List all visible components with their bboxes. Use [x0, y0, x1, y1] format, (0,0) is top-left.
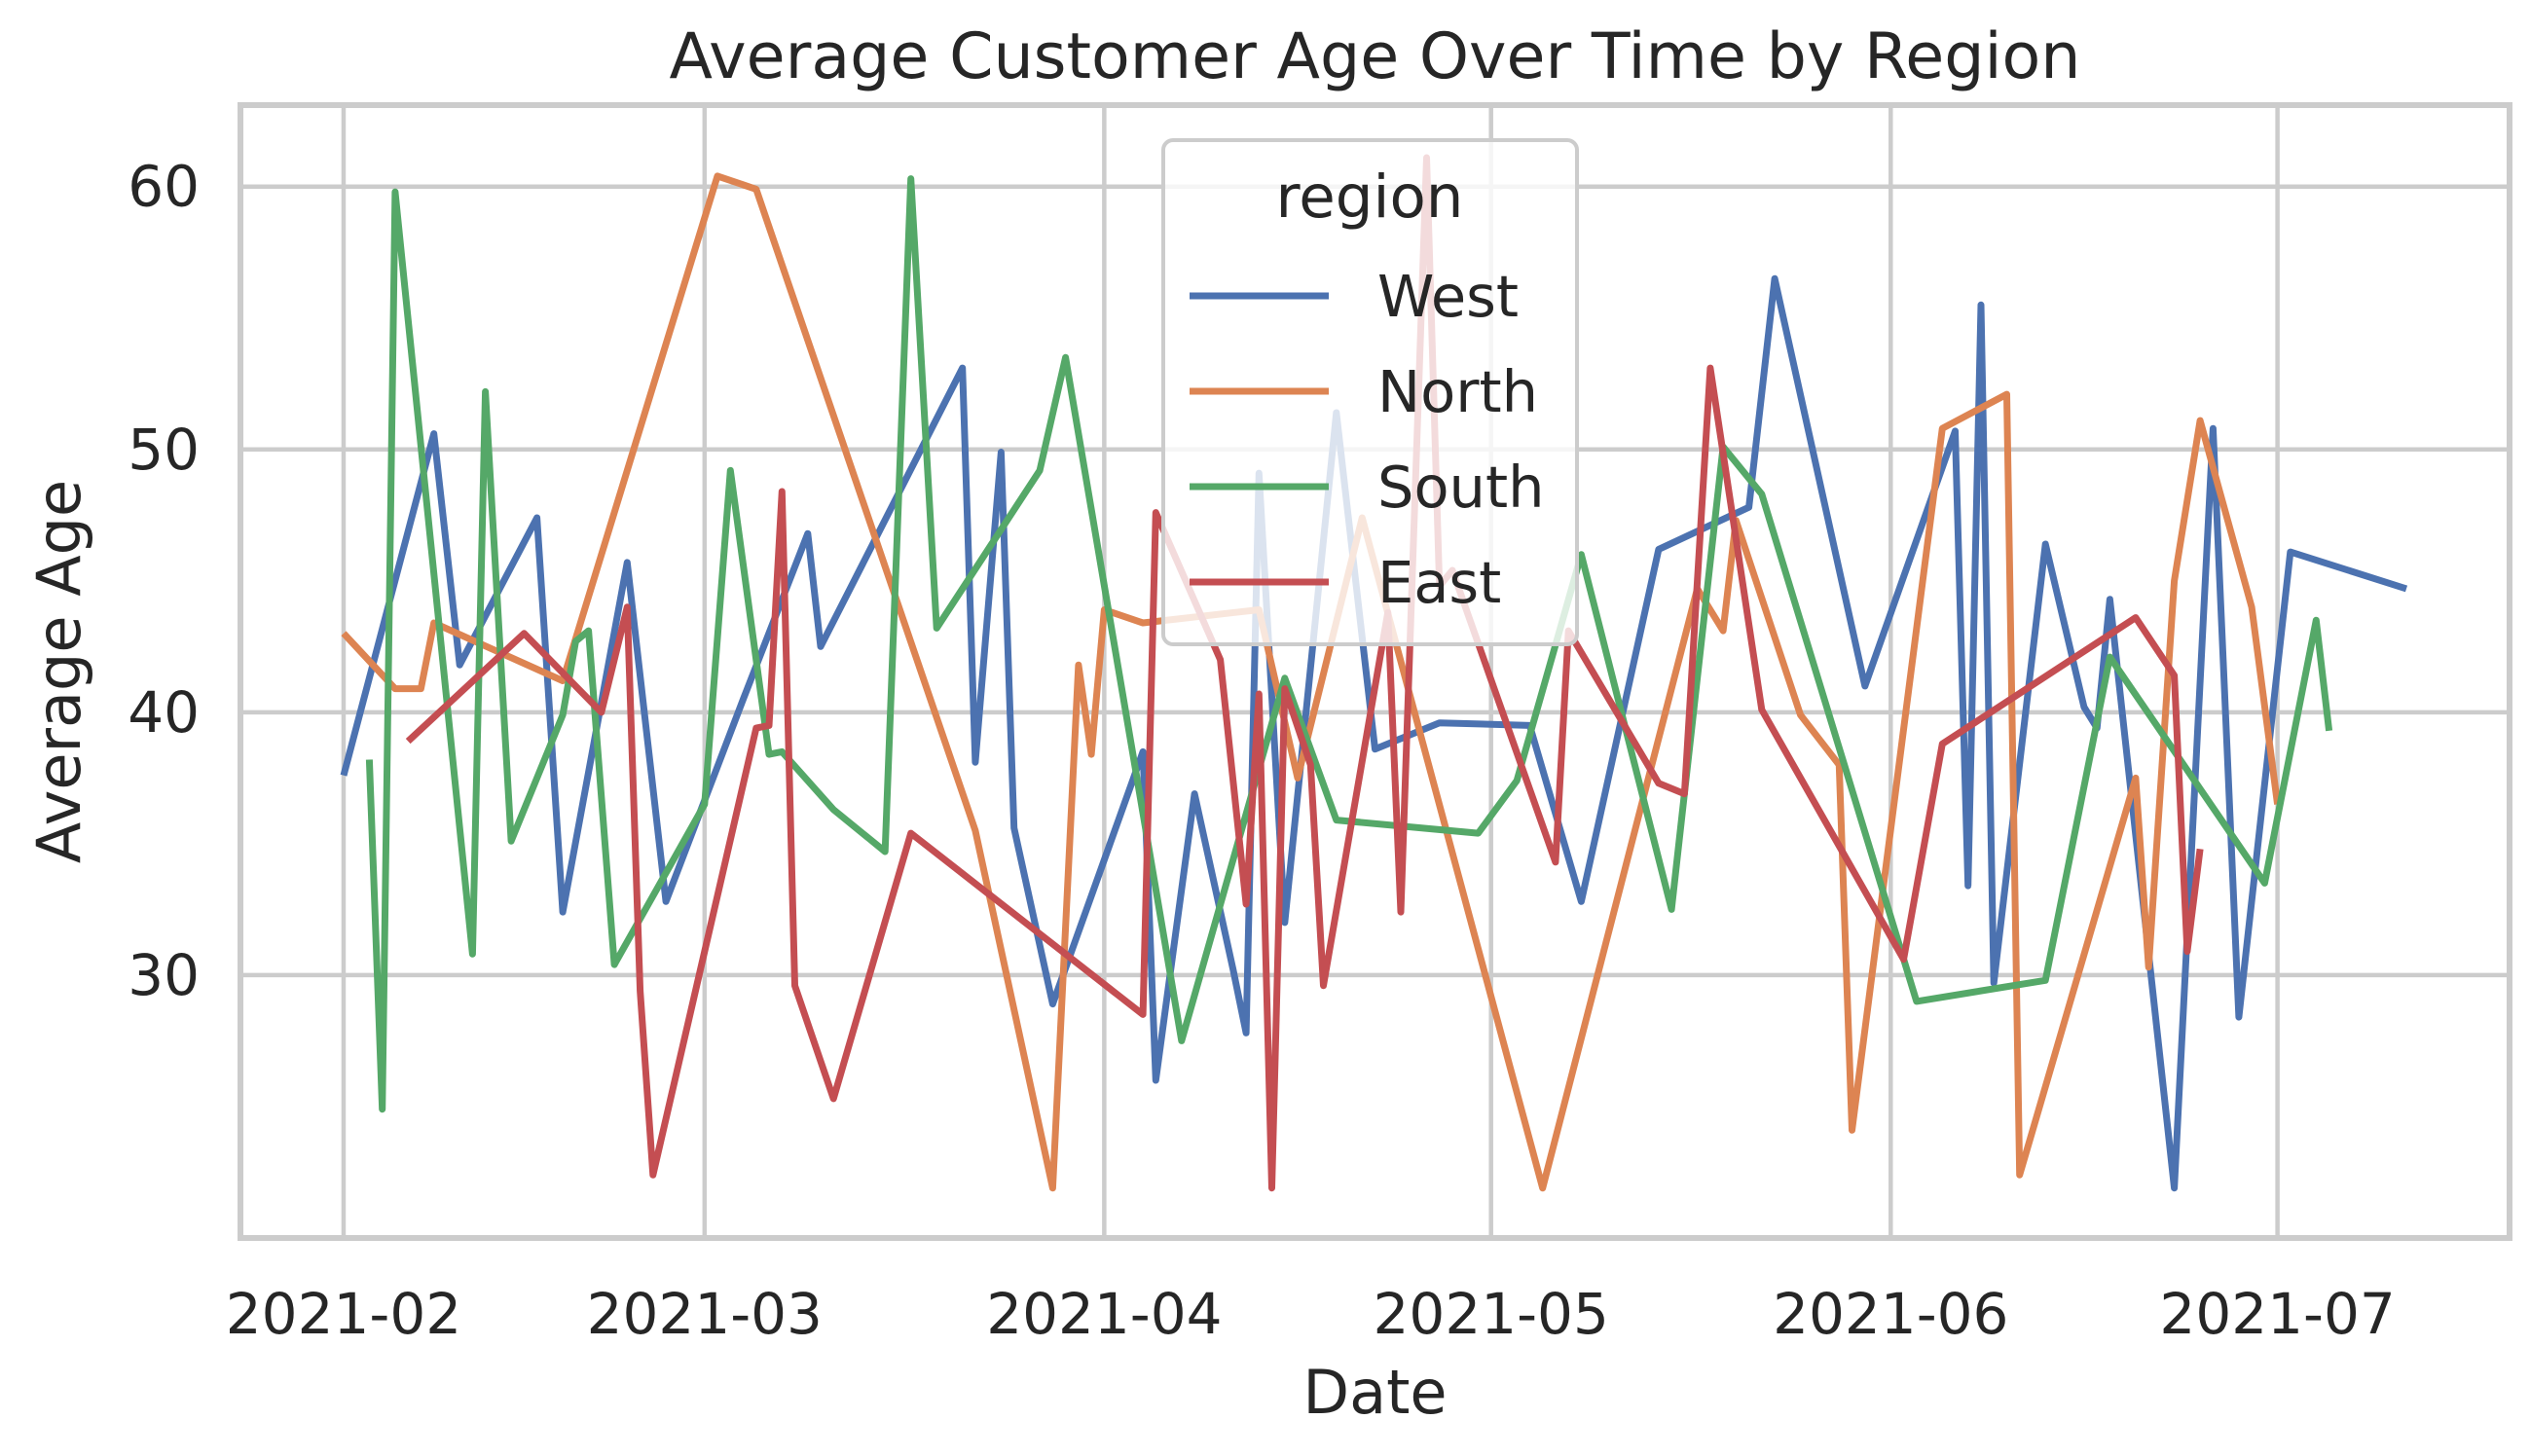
x-axis-label: Date: [1302, 1357, 1447, 1428]
y-tick-label: 60: [128, 154, 200, 220]
chart-title: Average Customer Age Over Time by Region: [670, 20, 2081, 93]
x-axis-ticks: 2021-02 2021-03 2021-04 2021-05 2021-06 2021-…: [226, 1281, 2396, 1347]
legend: region West North South East: [1161, 138, 1579, 646]
legend-label-south: South: [1377, 454, 1544, 521]
plot-frame: [238, 102, 2512, 1241]
legend-title: region: [1276, 163, 1464, 232]
y-tick-label: 40: [128, 679, 200, 746]
series-line-west: [340, 274, 2408, 1192]
x-tick-label: 2021-05: [1374, 1281, 1609, 1347]
y-tick-label: 30: [128, 942, 200, 1008]
legend-label-north: North: [1377, 358, 1538, 425]
series-line-east: [405, 154, 2204, 1192]
legend-label-west: West: [1377, 263, 1519, 330]
y-axis-label: Average Age: [23, 480, 94, 863]
y-tick-label: 50: [128, 417, 200, 483]
x-tick-label: 2021-06: [1773, 1281, 2008, 1347]
series-line-south: [365, 175, 2333, 1113]
legend-items: West North South East: [1190, 263, 1544, 616]
x-tick-label: 2021-02: [226, 1281, 461, 1347]
legend-label-east: East: [1377, 549, 1501, 616]
series-lines: [340, 154, 2408, 1192]
series-line-north: [341, 172, 2282, 1192]
legend-box: [1161, 138, 1579, 646]
x-tick-label: 2021-03: [587, 1281, 823, 1347]
y-axis-ticks: 30 40 50 60: [128, 154, 200, 1008]
x-tick-label: 2021-04: [986, 1281, 1222, 1347]
x-tick-label: 2021-07: [2159, 1281, 2395, 1347]
